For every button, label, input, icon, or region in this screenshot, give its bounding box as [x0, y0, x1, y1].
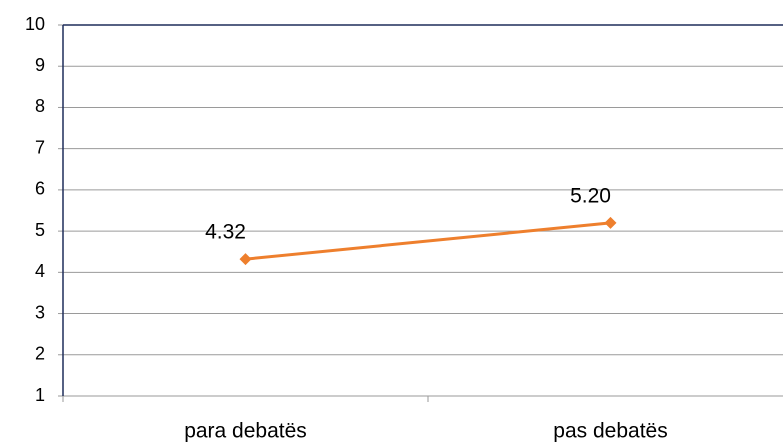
line	[245, 221, 611, 261]
marker	[239, 253, 252, 266]
y-tick-label: 7	[35, 137, 45, 157]
y-tick-label: 4	[35, 261, 45, 281]
y-tick-label: 6	[35, 179, 45, 199]
y-tick-label: 5	[35, 220, 45, 240]
y-tick-label: 10	[25, 14, 45, 34]
data-label: 5.20	[570, 184, 611, 207]
y-tick-label: 3	[35, 302, 45, 322]
y-tick-label: 2	[35, 344, 45, 364]
data-label: 4.32	[205, 221, 246, 244]
y-tick-label: 9	[35, 55, 45, 75]
x-tick-label: para debatës	[184, 420, 307, 443]
y-tick-label: 1	[35, 385, 45, 405]
y-tick-label: 8	[35, 96, 45, 116]
x-tick-label: pas debatës	[553, 420, 667, 443]
marker	[604, 216, 617, 229]
